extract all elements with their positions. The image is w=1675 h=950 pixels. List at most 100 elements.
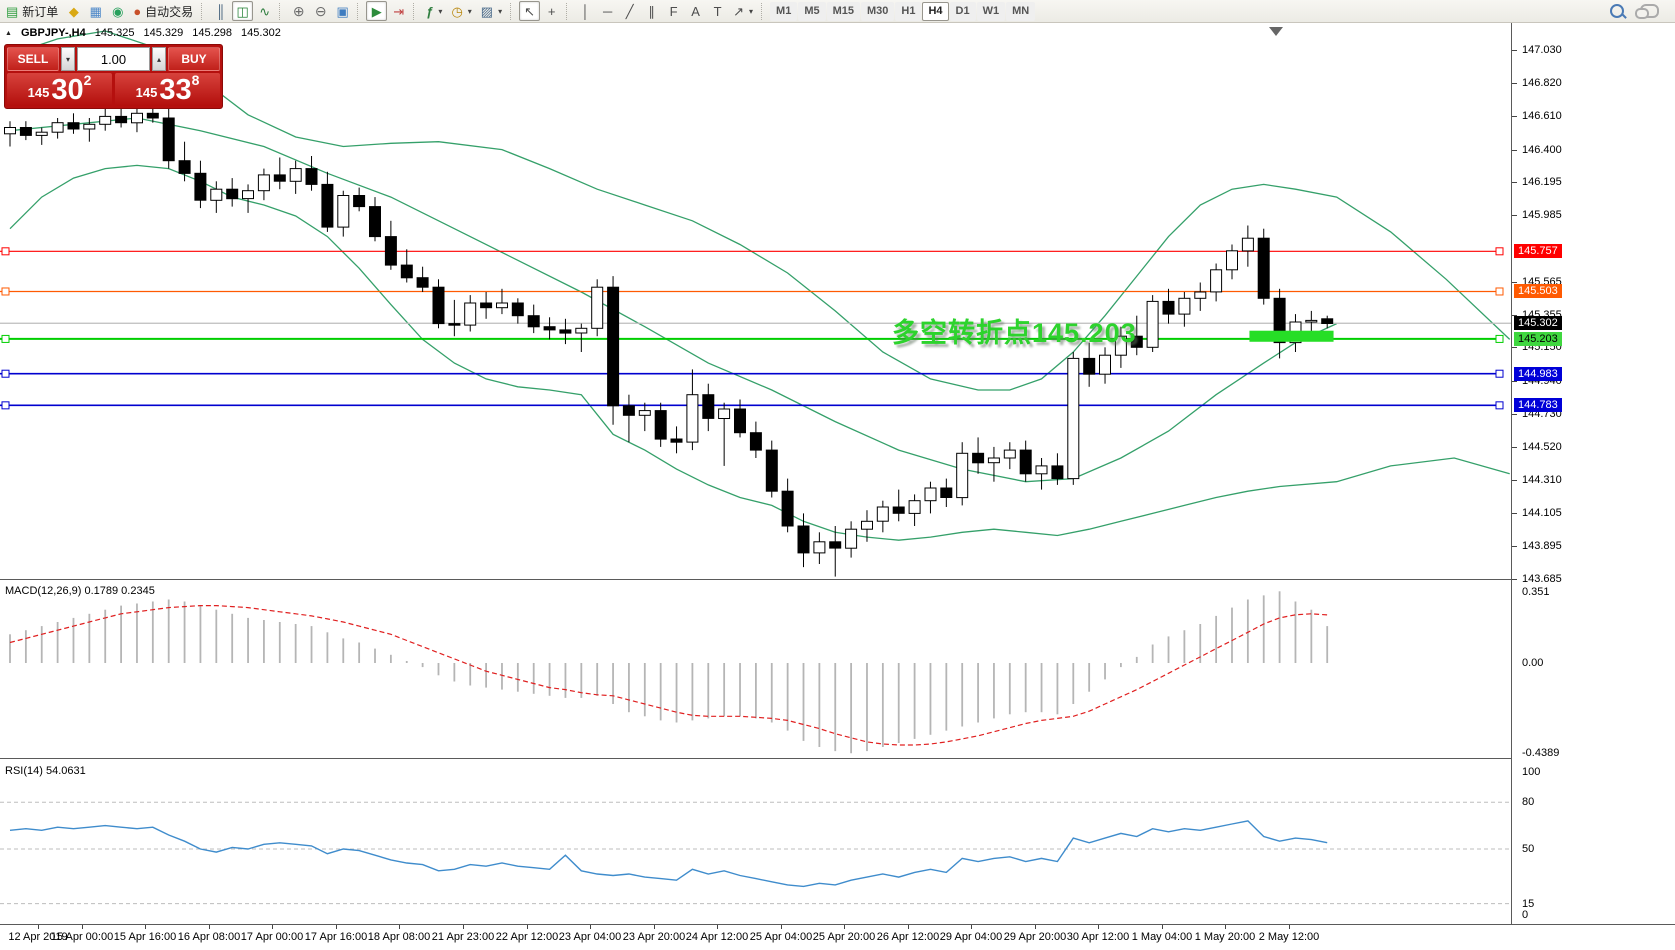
channel-button[interactable]: ∥: [641, 1, 662, 21]
time-tick-label: 25 Apr 04:00: [749, 931, 813, 943]
chat-icon[interactable]: [1635, 4, 1659, 19]
macd-scale-label: -0.4389: [1522, 746, 1560, 759]
candle-chart-button[interactable]: ◫: [232, 1, 254, 21]
cursor-icon: ↖: [524, 3, 536, 19]
time-tick-label: 17 Apr 16:00: [304, 931, 368, 943]
timeframe-D1[interactable]: D1: [949, 1, 976, 21]
zoom-out-button[interactable]: ⊖: [310, 1, 331, 21]
timeframe-MN[interactable]: MN: [1006, 1, 1036, 21]
text-label-button[interactable]: T: [707, 1, 728, 21]
price-line-badge: 145.757: [1514, 244, 1562, 259]
signals-button[interactable]: ◉: [107, 1, 128, 21]
text-icon: A: [691, 3, 700, 19]
axis-tick: [1512, 512, 1517, 514]
time-tick: [527, 925, 528, 929]
indicators-icon: ƒ: [426, 3, 434, 19]
macd-pane[interactable]: [0, 582, 1511, 758]
time-axis[interactable]: 12 Apr 2019 15 Apr 00:00 15 Apr 16:00 16 Ap…: [0, 924, 1675, 950]
time-tick: [209, 925, 210, 929]
timeframe-H4[interactable]: H4: [922, 1, 949, 21]
toolbar-separator: [357, 2, 362, 20]
arrows-button[interactable]: ↗ ▾: [729, 1, 757, 21]
volume-input[interactable]: 1.00: [77, 47, 150, 71]
sell-price-tile[interactable]: 145 30 2: [7, 72, 112, 106]
volume-increase-button[interactable]: ▴: [152, 47, 166, 71]
chart-profiles-button[interactable]: ◆: [63, 1, 84, 21]
chevron-down-icon: ▾: [498, 6, 503, 16]
horizontal-line-icon: ─: [603, 3, 613, 19]
search-icon[interactable]: [1610, 4, 1624, 18]
time-tick-label: 29 Apr 04:00: [939, 931, 1003, 943]
pane-divider[interactable]: [0, 758, 1675, 759]
buy-price-tile[interactable]: 145 33 8: [115, 72, 220, 106]
rsi-label: RSI(14) 54.0631: [5, 765, 86, 777]
time-tick: [781, 925, 782, 929]
macd-scale-label: 0.00: [1522, 657, 1544, 669]
buy-button[interactable]: BUY: [168, 47, 220, 71]
time-tick-label: 26 Apr 12:00: [876, 931, 940, 943]
auto-scroll-button[interactable]: ▶: [366, 1, 388, 21]
trendline-button[interactable]: ╱: [619, 1, 640, 21]
toolbar-separator: [279, 2, 284, 20]
buy-price-big: 33: [159, 73, 192, 106]
chevron-down-icon: ▾: [467, 6, 472, 16]
autotrade-button[interactable]: ● 自动交易: [129, 1, 197, 21]
timeframe-M5[interactable]: M5: [798, 1, 826, 21]
crosshair-button[interactable]: +: [541, 1, 562, 21]
trendline-icon: ╱: [625, 3, 634, 19]
macd-label: MACD(12,26,9) 0.1789 0.2345: [5, 585, 155, 597]
periods-button[interactable]: ◷ ▾: [447, 1, 475, 21]
sell-button[interactable]: SELL: [7, 47, 59, 71]
pane-divider[interactable]: [0, 579, 1675, 580]
time-tick: [1225, 925, 1226, 929]
axis-tick: [1512, 215, 1517, 217]
collapse-icon[interactable]: ▲: [5, 29, 12, 37]
axis-tick: [1512, 347, 1517, 349]
time-tick: [1035, 925, 1036, 929]
price-line-badge: 144.783: [1514, 398, 1562, 413]
tile-windows-button[interactable]: ▣: [332, 1, 353, 21]
new-order-button[interactable]: ▤ 新订单: [2, 1, 62, 21]
chevron-down-icon: ▾: [749, 6, 754, 16]
fibonacci-button[interactable]: F: [663, 1, 684, 21]
templates-icon: ▨: [480, 3, 494, 19]
chevron-down-icon: ▾: [438, 6, 443, 16]
timeframe-M1[interactable]: M1: [770, 1, 798, 21]
time-tick-label: 29 Apr 20:00: [1003, 931, 1067, 943]
timeframe-W1[interactable]: W1: [976, 1, 1006, 21]
templates-button[interactable]: ▨ ▾: [477, 1, 506, 21]
price-chart[interactable]: [0, 23, 1511, 580]
time-tick-label: 23 Apr 04:00: [558, 931, 622, 943]
time-tick: [38, 925, 39, 929]
auto-scroll-icon: ▶: [371, 3, 382, 19]
volume-decrease-button[interactable]: ▾: [61, 47, 75, 71]
buy-price-prefix: 145: [135, 84, 158, 100]
chevron-up-icon: ▴: [156, 54, 161, 64]
price-tick-label: 146.820: [1522, 77, 1562, 90]
timeframe-M30[interactable]: M30: [861, 1, 895, 21]
vertical-line-button[interactable]: │: [575, 1, 596, 21]
axis-tick: [1512, 83, 1517, 85]
horizontal-line-button[interactable]: ─: [597, 1, 618, 21]
zoom-in-button[interactable]: ⊕: [288, 1, 309, 21]
chart-shift-button[interactable]: ⇥: [388, 1, 409, 21]
timeframe-H1[interactable]: H1: [895, 1, 922, 21]
cursor-button[interactable]: ↖: [519, 1, 541, 21]
axis-tick: [1512, 480, 1517, 482]
line-chart-button[interactable]: ∿: [254, 1, 275, 21]
market-watch-button[interactable]: ▦: [85, 1, 106, 21]
pivot-annotation: 多空转折点145.203: [892, 318, 1137, 348]
rsi-pane[interactable]: [0, 762, 1511, 924]
price-axis[interactable]: 147.030 146.820 146.610 146.400 146.195 145.9…: [1511, 23, 1675, 924]
toolbar-separator: [566, 2, 571, 20]
price-line-badge: 145.503: [1514, 284, 1562, 299]
time-tick: [82, 925, 83, 929]
bar-chart-button[interactable]: ║: [210, 1, 231, 21]
axis-tick: [1512, 182, 1517, 184]
main-toolbar: ▤ 新订单 ◆ ▦ ◉ ● 自动交易 ║ ◫ ∿ ⊕ ⊖ ▣ ▶ ⇥ ƒ ▾ ◷ ▾ ▨…: [0, 0, 1675, 23]
indicators-button[interactable]: ƒ ▾: [422, 1, 446, 21]
channel-icon: ∥: [648, 3, 655, 19]
timeframe-M15[interactable]: M15: [826, 1, 860, 21]
text-button[interactable]: A: [685, 1, 706, 21]
